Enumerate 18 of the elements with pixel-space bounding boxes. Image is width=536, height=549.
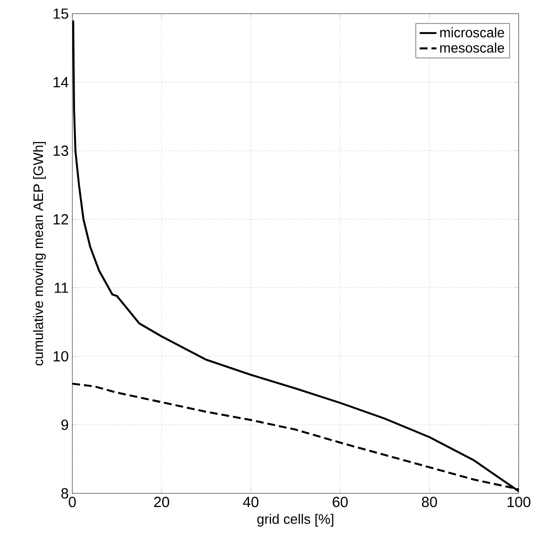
y-tick-label: 11	[54, 282, 68, 293]
x-tick-label: 40	[242, 496, 258, 508]
legend-label: mesoscale	[440, 42, 504, 53]
y-tick-label: 10	[54, 351, 68, 362]
x-axis-title: grid cells [%]	[257, 514, 334, 527]
x-tick-label: 60	[332, 496, 348, 508]
y-axis-title: cumulative moving mean AEP [GWh]	[32, 142, 46, 366]
x-tick-label: 100	[507, 496, 530, 508]
y-tick-label: 15	[54, 8, 68, 19]
x-tick-label: 0	[68, 496, 76, 508]
y-tick-label: 14	[54, 77, 68, 88]
y-tick-label: 12	[54, 214, 68, 224]
x-tick-label: 80	[422, 496, 437, 508]
y-tick-label: 8	[61, 488, 68, 498]
y-tick-label: 13	[54, 146, 68, 156]
legend-label: microscale	[440, 27, 504, 38]
y-tick-label: 9	[61, 420, 68, 430]
x-tick-label: 20	[154, 496, 169, 508]
